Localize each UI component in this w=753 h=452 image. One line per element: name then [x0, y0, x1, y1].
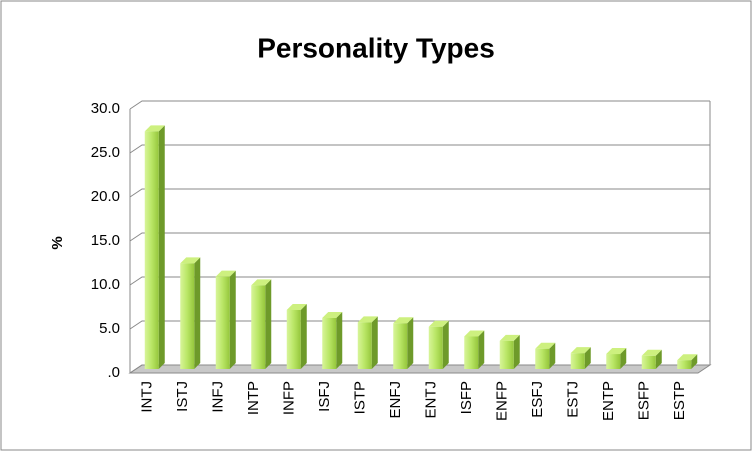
bar-top — [286, 304, 307, 311]
x-tick-label: ENTP — [600, 381, 617, 421]
bar-top — [251, 279, 272, 286]
chart-title: Personality Types — [257, 32, 495, 63]
bar-side — [691, 354, 698, 369]
x-tick-label: ISFP — [458, 381, 475, 414]
bar-top — [428, 320, 449, 327]
bar-front — [393, 323, 408, 369]
x-tick-label: INTP — [245, 381, 262, 415]
bar — [393, 317, 414, 369]
bar-top — [357, 316, 378, 323]
grid-line — [129, 276, 710, 286]
y-tick-label: 25.0 — [91, 144, 120, 161]
bar — [144, 125, 165, 370]
bar-side — [336, 311, 343, 369]
bar — [464, 330, 485, 369]
grid-line — [129, 364, 710, 374]
bar-front — [535, 348, 550, 369]
y-tick-label: 15.0 — [91, 232, 120, 249]
bar-front — [251, 285, 266, 369]
bar-top — [393, 317, 414, 324]
bar — [286, 304, 307, 369]
x-tick-label: ESTJ — [565, 381, 582, 418]
bar-front — [641, 355, 656, 369]
bar-front — [677, 360, 692, 369]
bar-front — [357, 322, 372, 369]
y-axis-label: % — [49, 236, 66, 249]
bar-side — [229, 270, 236, 369]
x-tick-label: INTJ — [139, 381, 156, 413]
bar-side — [442, 320, 449, 369]
bar-front — [428, 326, 443, 369]
bar — [677, 354, 698, 369]
x-tick-label: ENFP — [494, 381, 511, 421]
bar-side — [265, 279, 272, 369]
bar — [322, 311, 343, 369]
bar-side — [158, 125, 165, 370]
bar-top — [322, 311, 343, 318]
grid-line — [129, 144, 710, 154]
bar-side — [620, 348, 627, 369]
bar-top — [677, 354, 698, 361]
bar-front — [606, 354, 621, 369]
bar-top — [464, 330, 485, 337]
bar — [606, 348, 627, 369]
bar-front — [144, 131, 159, 369]
grid-line — [129, 100, 710, 110]
bar — [251, 279, 272, 369]
grid-line — [129, 232, 710, 242]
x-tick-label: ISTP — [352, 381, 369, 414]
bar-side — [584, 347, 591, 369]
bar-side — [371, 316, 378, 369]
bar — [180, 257, 201, 369]
x-tick-label: ESTP — [671, 381, 688, 420]
x-tick-label: ESFP — [636, 381, 653, 420]
bar-top — [641, 349, 662, 356]
bar — [535, 342, 556, 369]
bar-front — [464, 336, 479, 369]
y-tick-label: 5.0 — [99, 320, 120, 337]
bar-side — [194, 257, 201, 369]
bar-front — [499, 340, 514, 369]
x-tick-label: ENFJ — [387, 381, 404, 419]
y-tick-label: 10.0 — [91, 276, 120, 293]
bar — [215, 270, 236, 369]
bar — [641, 349, 662, 369]
bar-front — [180, 263, 195, 369]
bar-front — [215, 276, 230, 369]
x-tick-label: ISTJ — [174, 381, 191, 412]
bar-side — [655, 349, 662, 369]
bar-top — [180, 257, 201, 264]
bar-top — [499, 334, 520, 341]
grid-line — [129, 188, 710, 198]
x-tick-label: ENTJ — [423, 381, 440, 419]
y-tick-label: 30.0 — [91, 100, 120, 117]
bar-side — [407, 317, 414, 369]
bar-top — [606, 348, 627, 355]
bar-front — [322, 317, 337, 369]
bar-side — [513, 334, 520, 369]
y-tick-label: 20.0 — [91, 188, 120, 205]
x-tick-label: INFP — [281, 381, 298, 415]
bar-side — [478, 330, 485, 369]
bar — [499, 334, 520, 369]
bar — [357, 316, 378, 369]
bar-top — [144, 125, 165, 132]
y-tick-label: .0 — [107, 364, 120, 381]
bar-top — [535, 342, 556, 349]
bar-top — [215, 270, 236, 277]
bar — [570, 347, 591, 369]
bar-front — [570, 353, 585, 369]
x-tick-label: INFJ — [210, 381, 227, 413]
grid-line — [129, 320, 710, 330]
bar-top — [570, 347, 591, 354]
x-tick-label: ISFJ — [316, 381, 333, 412]
bar-front — [286, 310, 301, 369]
bar — [428, 320, 449, 369]
x-tick-label: ESFJ — [529, 381, 546, 418]
bar-side — [549, 342, 556, 369]
bar-side — [300, 304, 307, 369]
